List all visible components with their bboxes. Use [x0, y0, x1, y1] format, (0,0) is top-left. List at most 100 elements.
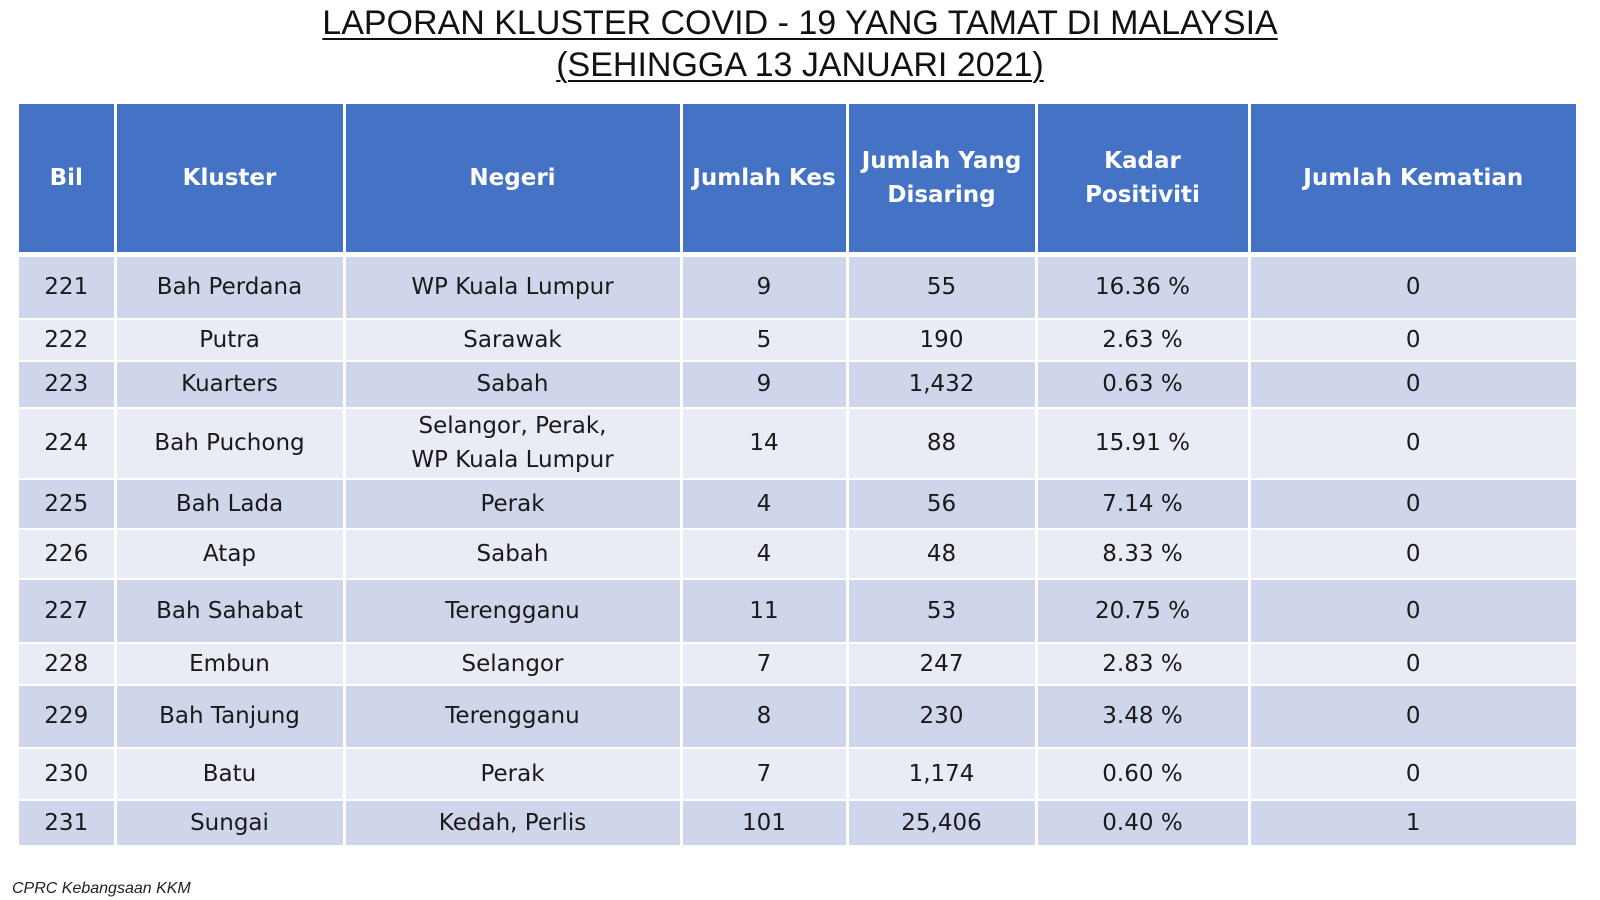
table-row: 223 Kuarters Sabah 9 1,432 0.63 % 0 [19, 359, 1576, 408]
cell-jumlah-kes: 8 [679, 683, 849, 748]
cell-bil: 221 [19, 253, 117, 319]
header-jumlah-disaring-line1: Jumlah Yang [861, 148, 1022, 174]
cell-kadar-positiviti: 7.14 % [1034, 477, 1251, 529]
cell-jumlah-kematian: 0 [1247, 527, 1576, 579]
cell-jumlah-kes: 7 [679, 641, 849, 685]
cell-bil: 229 [19, 683, 117, 748]
cell-bil: 225 [19, 477, 117, 529]
cell-jumlah-disaring: 190 [845, 317, 1038, 361]
report-title-line1: LAPORAN KLUSTER COVID - 19 YANG TAMAT DI… [322, 4, 1278, 42]
table-row: 226 Atap Sabah 4 48 8.33 % 0 [19, 527, 1576, 579]
cell-jumlah-disaring: 247 [845, 641, 1038, 685]
cell-negeri: Sarawak [342, 317, 683, 361]
table-row: 221 Bah Perdana WP Kuala Lumpur 9 55 16.… [19, 253, 1576, 319]
cell-jumlah-disaring: 55 [845, 253, 1038, 319]
cell-jumlah-kes: 4 [679, 527, 849, 579]
cell-jumlah-kematian: 0 [1247, 746, 1576, 800]
cell-jumlah-disaring: 1,174 [845, 746, 1038, 800]
cell-bil: 223 [19, 359, 117, 408]
header-kadar-positiviti: Kadar Positiviti [1034, 104, 1251, 257]
cell-jumlah-kematian: 1 [1247, 798, 1576, 845]
table-row: 224 Bah Puchong Selangor, Perak, WP Kuala… [19, 406, 1576, 479]
cell-kadar-positiviti: 0.60 % [1034, 746, 1251, 800]
cell-jumlah-kematian: 0 [1247, 641, 1576, 685]
cell-jumlah-kematian: 0 [1247, 406, 1576, 479]
report-title-line2: (SEHINGGA 13 JANUARI 2021) [556, 46, 1044, 84]
cell-negeri: Perak [342, 477, 683, 529]
cell-negeri: Selangor [342, 641, 683, 685]
cell-jumlah-kematian: 0 [1247, 317, 1576, 361]
cell-jumlah-kematian: 0 [1247, 477, 1576, 529]
cell-jumlah-disaring: 230 [845, 683, 1038, 748]
cell-jumlah-kes: 5 [679, 317, 849, 361]
cell-bil: 222 [19, 317, 117, 361]
cell-kluster: Atap [113, 527, 346, 579]
cell-jumlah-kes: 14 [679, 406, 849, 479]
cell-negeri: Terengganu [342, 577, 683, 643]
cell-jumlah-kes: 101 [679, 798, 849, 845]
cell-kluster: Kuarters [113, 359, 346, 408]
source-footer: CPRC Kebangsaan KKM [12, 880, 191, 897]
cell-jumlah-disaring: 53 [845, 577, 1038, 643]
cell-bil: 224 [19, 406, 117, 479]
table-header-row: Bil Kluster Negeri Jumlah Kes Jumlah Yan… [19, 104, 1576, 257]
cell-kadar-positiviti: 8.33 % [1034, 527, 1251, 579]
cell-kluster: Batu [113, 746, 346, 800]
header-bil: Bil [19, 104, 117, 257]
cell-jumlah-kematian: 0 [1247, 359, 1576, 408]
header-kluster: Kluster [113, 104, 346, 257]
cell-jumlah-disaring: 88 [845, 406, 1038, 479]
cell-bil: 226 [19, 527, 117, 579]
cell-kadar-positiviti: 15.91 % [1034, 406, 1251, 479]
table-row: 229 Bah Tanjung Terengganu 8 230 3.48 % … [19, 683, 1576, 748]
cell-kadar-positiviti: 16.36 % [1034, 253, 1251, 319]
cell-kluster: Putra [113, 317, 346, 361]
cell-jumlah-kes: 9 [679, 253, 849, 319]
cell-negeri: WP Kuala Lumpur [342, 253, 683, 319]
header-jumlah-kematian: Jumlah Kematian [1247, 104, 1576, 257]
cell-jumlah-kematian: 0 [1247, 253, 1576, 319]
header-jumlah-kes: Jumlah Kes [679, 104, 849, 257]
cell-kluster: Bah Lada [113, 477, 346, 529]
cell-negeri-line1: Selangor, Perak, [418, 413, 607, 439]
table-row: 231 Sungai Kedah, Perlis 101 25,406 0.40… [19, 798, 1576, 845]
cell-kadar-positiviti: 2.83 % [1034, 641, 1251, 685]
table-row: 222 Putra Sarawak 5 190 2.63 % 0 [19, 317, 1576, 361]
cell-jumlah-kes: 11 [679, 577, 849, 643]
cell-negeri: Perak [342, 746, 683, 800]
cell-negeri: Sabah [342, 359, 683, 408]
cell-kadar-positiviti: 0.63 % [1034, 359, 1251, 408]
cell-kluster: Bah Puchong [113, 406, 346, 479]
cell-jumlah-disaring: 48 [845, 527, 1038, 579]
cell-jumlah-disaring: 56 [845, 477, 1038, 529]
header-jumlah-disaring: Jumlah Yang Disaring [845, 104, 1038, 257]
table-row: 230 Batu Perak 7 1,174 0.60 % 0 [19, 746, 1576, 800]
cluster-table: Bil Kluster Negeri Jumlah Kes Jumlah Yan… [19, 104, 1576, 845]
cell-negeri: Kedah, Perlis [342, 798, 683, 845]
cell-jumlah-disaring: 1,432 [845, 359, 1038, 408]
cell-kadar-positiviti: 2.63 % [1034, 317, 1251, 361]
report-title: LAPORAN KLUSTER COVID - 19 YANG TAMAT DI… [0, 2, 1600, 86]
cell-kadar-positiviti: 0.40 % [1034, 798, 1251, 845]
cell-kluster: Sungai [113, 798, 346, 845]
cell-negeri-line2: WP Kuala Lumpur [411, 447, 614, 473]
table-row: 225 Bah Lada Perak 4 56 7.14 % 0 [19, 477, 1576, 529]
cell-jumlah-kematian: 0 [1247, 577, 1576, 643]
cell-kluster: Bah Sahabat [113, 577, 346, 643]
cell-negeri: Selangor, Perak, WP Kuala Lumpur [342, 406, 683, 479]
cell-bil: 231 [19, 798, 117, 845]
table-row: 227 Bah Sahabat Terengganu 11 53 20.75 %… [19, 577, 1576, 643]
cell-bil: 228 [19, 641, 117, 685]
cell-bil: 230 [19, 746, 117, 800]
cell-jumlah-kes: 9 [679, 359, 849, 408]
header-negeri: Negeri [342, 104, 683, 257]
cell-bil: 227 [19, 577, 117, 643]
header-jumlah-disaring-line2: Disaring [887, 182, 996, 208]
cell-negeri: Sabah [342, 527, 683, 579]
cell-jumlah-kes: 4 [679, 477, 849, 529]
cell-kluster: Embun [113, 641, 346, 685]
cell-kadar-positiviti: 3.48 % [1034, 683, 1251, 748]
cell-kluster: Bah Tanjung [113, 683, 346, 748]
cell-negeri: Terengganu [342, 683, 683, 748]
cell-kluster: Bah Perdana [113, 253, 346, 319]
